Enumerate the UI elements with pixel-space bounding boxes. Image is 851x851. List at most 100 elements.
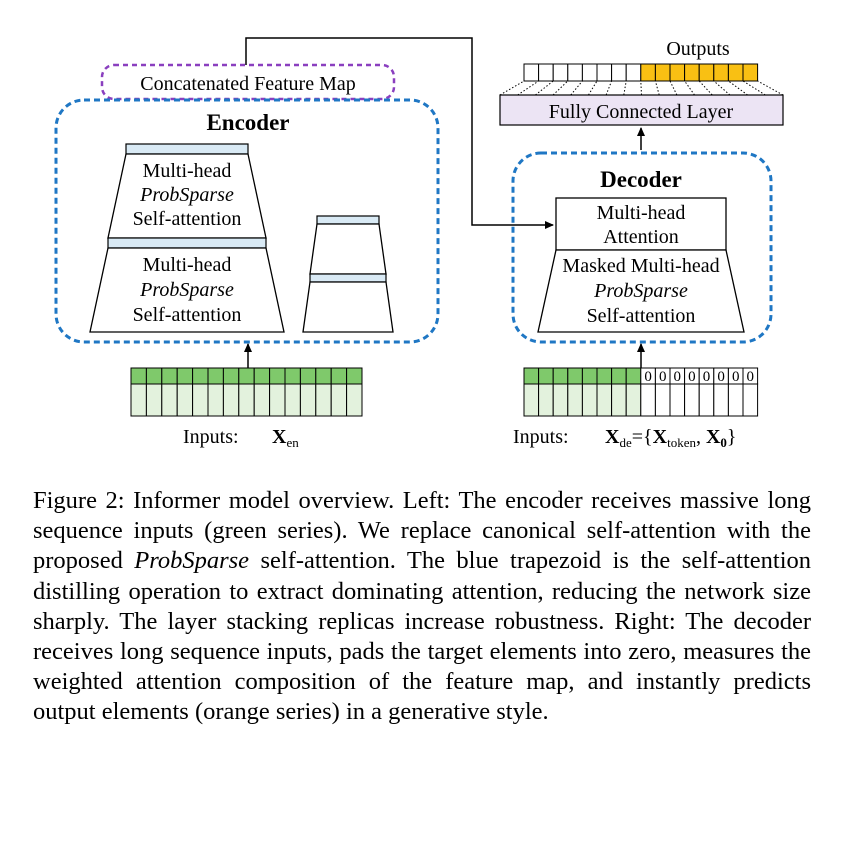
decoder-input-cell-top bbox=[552, 367, 569, 385]
zero-pad-label: 0 bbox=[703, 369, 711, 385]
concatenated-feature-map-box bbox=[100, 63, 396, 101]
decoder-input-cell-top bbox=[611, 367, 627, 385]
decoder-input-cell bbox=[567, 383, 583, 417]
decoder-input-cell bbox=[523, 383, 540, 417]
decoder-cross-attn-line2: Attention bbox=[603, 226, 679, 248]
encoder-title: Encoder bbox=[206, 110, 289, 135]
encoder-input-cell-top bbox=[130, 367, 147, 385]
decoder-masked-attn-line2: ProbSparse bbox=[593, 280, 688, 302]
output-prediction-cell bbox=[654, 63, 671, 82]
encoder-input-cell bbox=[192, 383, 209, 417]
encoder-distill-bar-bottom bbox=[107, 237, 267, 249]
encoder-input-cell-top bbox=[284, 367, 301, 385]
fc-connection-line bbox=[499, 80, 525, 96]
output-cell bbox=[596, 63, 613, 82]
decoder-input-cell-top bbox=[625, 367, 642, 385]
feature-map-connection-line bbox=[245, 37, 554, 229]
output-prediction-cell bbox=[727, 63, 744, 82]
encoder-input-cell-top bbox=[207, 367, 224, 385]
figure-caption: Figure 2: Informer model overview. Left:… bbox=[33, 486, 811, 728]
encoder-attn2-line2: ProbSparse bbox=[139, 279, 234, 301]
encoder-input-cell-top bbox=[315, 367, 332, 385]
output-cell bbox=[523, 63, 540, 82]
encoder-input-cell bbox=[238, 383, 255, 417]
decoder-masked-attention-block bbox=[537, 249, 745, 333]
encoder-input-cell bbox=[222, 383, 240, 417]
caption-part2: self-attention. The blue trapezoid is th… bbox=[33, 547, 812, 726]
output-prediction-cell bbox=[698, 63, 715, 82]
encoder-input-cell-top bbox=[269, 367, 286, 385]
encoder-attn1-line3: Self-attention bbox=[133, 208, 242, 230]
encoder-input-cell-top bbox=[145, 367, 163, 385]
encoder-input-cell bbox=[207, 383, 224, 417]
fc-connection-line bbox=[698, 80, 713, 96]
output-cell bbox=[611, 63, 627, 82]
encoder-input-cell bbox=[299, 383, 317, 417]
encoder-inputs-label: Inputs: bbox=[183, 426, 239, 448]
fc-connection-line bbox=[654, 80, 660, 96]
encoder-input-cell-top bbox=[330, 367, 348, 385]
caption-part1: Figure 2: Informer model overview. Left:… bbox=[33, 487, 811, 575]
caption-italic: ProbSparse bbox=[134, 547, 250, 575]
decoder-input-cell bbox=[581, 383, 598, 417]
fc-connection-lines bbox=[499, 80, 784, 96]
encoder-input-cell-top bbox=[222, 367, 240, 385]
concatenated-feature-map-label: Concatenated Feature Map bbox=[140, 73, 355, 95]
encoder-input-cell bbox=[253, 383, 271, 417]
encoder-input-cell bbox=[145, 383, 163, 417]
fc-connection-line bbox=[623, 80, 627, 96]
decoder-input-cell bbox=[538, 383, 554, 417]
replica-distill-bar-top bbox=[316, 215, 380, 225]
decoder-inputs-label: Inputs: bbox=[513, 426, 569, 448]
encoder-attn2-line3: Self-attention bbox=[133, 304, 242, 326]
decoder-container bbox=[511, 151, 773, 344]
encoder-attention-block-bottom bbox=[89, 247, 285, 333]
decoder-input-cell bbox=[552, 383, 569, 417]
zero-pad-label: 0 bbox=[717, 369, 725, 385]
output-cell bbox=[538, 63, 554, 82]
fc-connection-line bbox=[588, 80, 598, 96]
encoder-input-cell bbox=[130, 383, 147, 417]
fc-connection-line bbox=[757, 80, 784, 96]
output-sequence-grid bbox=[523, 63, 759, 82]
encoder-container bbox=[54, 98, 440, 344]
decoder-input-cell bbox=[625, 383, 642, 417]
encoder-input-cell-top bbox=[192, 367, 209, 385]
encoder-input-cell bbox=[315, 383, 332, 417]
decoder-input-cell bbox=[596, 383, 613, 417]
decoder-input-cell-top bbox=[523, 367, 540, 385]
encoder-input-cell-top bbox=[238, 367, 255, 385]
encoder-attn2-line1: Multi-head bbox=[143, 254, 232, 276]
zero-pad-label: 0 bbox=[659, 369, 667, 385]
output-prediction-cell bbox=[684, 63, 700, 82]
encoder-input-cell-top bbox=[299, 367, 317, 385]
informer-diagram: Concatenated Feature Map Encoder Multi-h… bbox=[54, 37, 784, 450]
fc-connection-line bbox=[517, 80, 539, 96]
output-cell bbox=[552, 63, 569, 82]
output-cell bbox=[567, 63, 583, 82]
zero-pad-label: 0 bbox=[747, 369, 755, 385]
decoder-zero-cell-body bbox=[727, 383, 744, 417]
output-cell bbox=[625, 63, 642, 82]
encoder-input-cell bbox=[284, 383, 301, 417]
fc-connection-line bbox=[669, 80, 678, 96]
encoder-input-cell-top bbox=[346, 367, 363, 385]
encoder-attn1-line2: ProbSparse bbox=[139, 184, 234, 206]
encoder-input-cell-top bbox=[253, 367, 271, 385]
encoder-input-cell-top bbox=[176, 367, 194, 385]
decoder-input-cell-top bbox=[596, 367, 613, 385]
output-prediction-cell bbox=[742, 63, 759, 82]
decoder-zero-cell-body bbox=[713, 383, 729, 417]
decoder-cross-attention-box bbox=[555, 197, 727, 251]
output-prediction-cell bbox=[640, 63, 656, 82]
decoder-zero-cell-body bbox=[742, 383, 759, 417]
decoder-zero-cell-body bbox=[669, 383, 686, 417]
zero-pad-label: 0 bbox=[644, 369, 652, 385]
replica-distill-bar-bottom bbox=[309, 273, 387, 283]
fc-connection-line bbox=[742, 80, 766, 96]
encoder-input-cell bbox=[176, 383, 194, 417]
encoder-input-cell bbox=[330, 383, 348, 417]
fc-connection-line bbox=[728, 80, 748, 96]
decoder-zero-cell-body bbox=[698, 383, 715, 417]
